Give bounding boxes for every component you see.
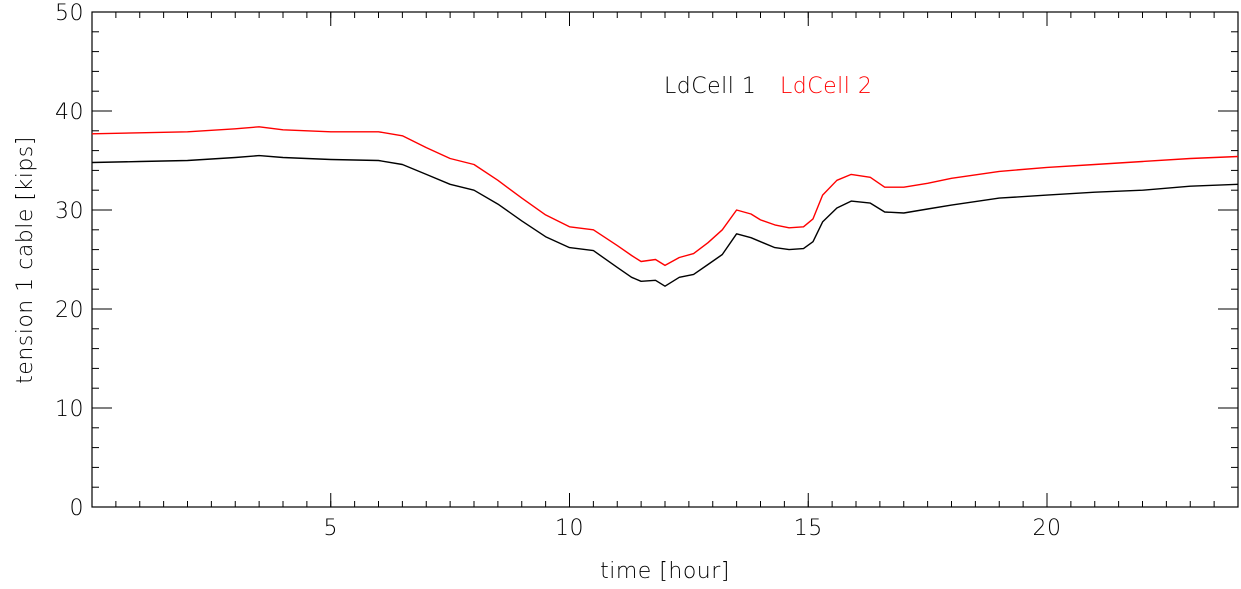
series-lines bbox=[91, 126, 1239, 287]
x-tick-label: 20 bbox=[1033, 516, 1062, 541]
legend: LdCell 1 LdCell 2 bbox=[664, 74, 872, 99]
y-tick-label: 50 bbox=[55, 1, 84, 26]
y-tick-label: 30 bbox=[55, 199, 84, 224]
y-axis-label: tension 1 cable [kips] bbox=[13, 136, 38, 384]
series-line-ldcell-1 bbox=[91, 154, 1239, 287]
y-tick-label: 0 bbox=[70, 496, 85, 521]
y-tick-label: 10 bbox=[55, 397, 84, 422]
x-axis-label: time [hour] bbox=[600, 559, 730, 584]
x-tick-label: 10 bbox=[555, 516, 584, 541]
y-tick-label: 20 bbox=[55, 298, 84, 323]
legend-ldcell-1: LdCell 1 bbox=[664, 74, 756, 99]
legend-ldcell-2: LdCell 2 bbox=[780, 74, 872, 99]
y-tick-label: 40 bbox=[55, 100, 84, 125]
tick-labels: 5 10 15 20 0 10 20 30 40 50 bbox=[55, 1, 1062, 541]
x-tick-label: 15 bbox=[794, 516, 823, 541]
x-tick-label: 5 bbox=[324, 516, 339, 541]
series-line-ldcell-2 bbox=[91, 126, 1239, 267]
axis-ticks bbox=[91, 11, 1239, 508]
